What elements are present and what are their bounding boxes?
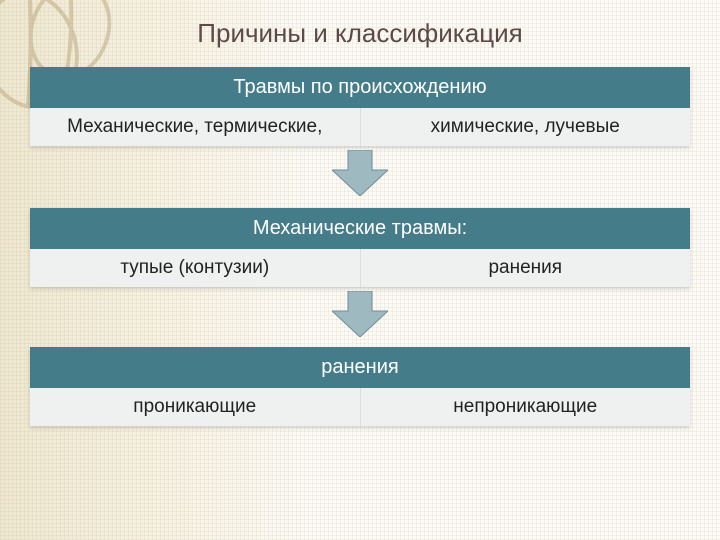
content: Причины и классификация Травмы по происх… bbox=[0, 0, 720, 432]
section-wounds-body: проникающие непроникающие bbox=[30, 388, 690, 426]
section-origin-header: Травмы по происхождению bbox=[30, 67, 690, 108]
section-mechanical: Механические травмы: тупые (контузии) ра… bbox=[30, 208, 690, 287]
cell-origin-left: Механические, термические, bbox=[30, 108, 361, 146]
arrow-1 bbox=[332, 150, 388, 202]
cell-wound-right: непроникающие bbox=[361, 388, 691, 426]
arrow-2 bbox=[332, 291, 388, 343]
page-title: Причины и классификация bbox=[197, 18, 522, 49]
section-wounds-header: ранения bbox=[30, 347, 690, 388]
section-mechanical-body: тупые (контузии) ранения bbox=[30, 249, 690, 287]
section-origin: Травмы по происхождению Механические, те… bbox=[30, 67, 690, 146]
cell-mech-left: тупые (контузии) bbox=[30, 249, 361, 287]
section-mechanical-header: Механические травмы: bbox=[30, 208, 690, 249]
section-wounds: ранения проникающие непроникающие bbox=[30, 347, 690, 426]
section-origin-body: Механические, термические, химические, л… bbox=[30, 108, 690, 146]
cell-wound-left: проникающие bbox=[30, 388, 361, 426]
cell-origin-right: химические, лучевые bbox=[361, 108, 691, 146]
cell-mech-right: ранения bbox=[361, 249, 691, 287]
